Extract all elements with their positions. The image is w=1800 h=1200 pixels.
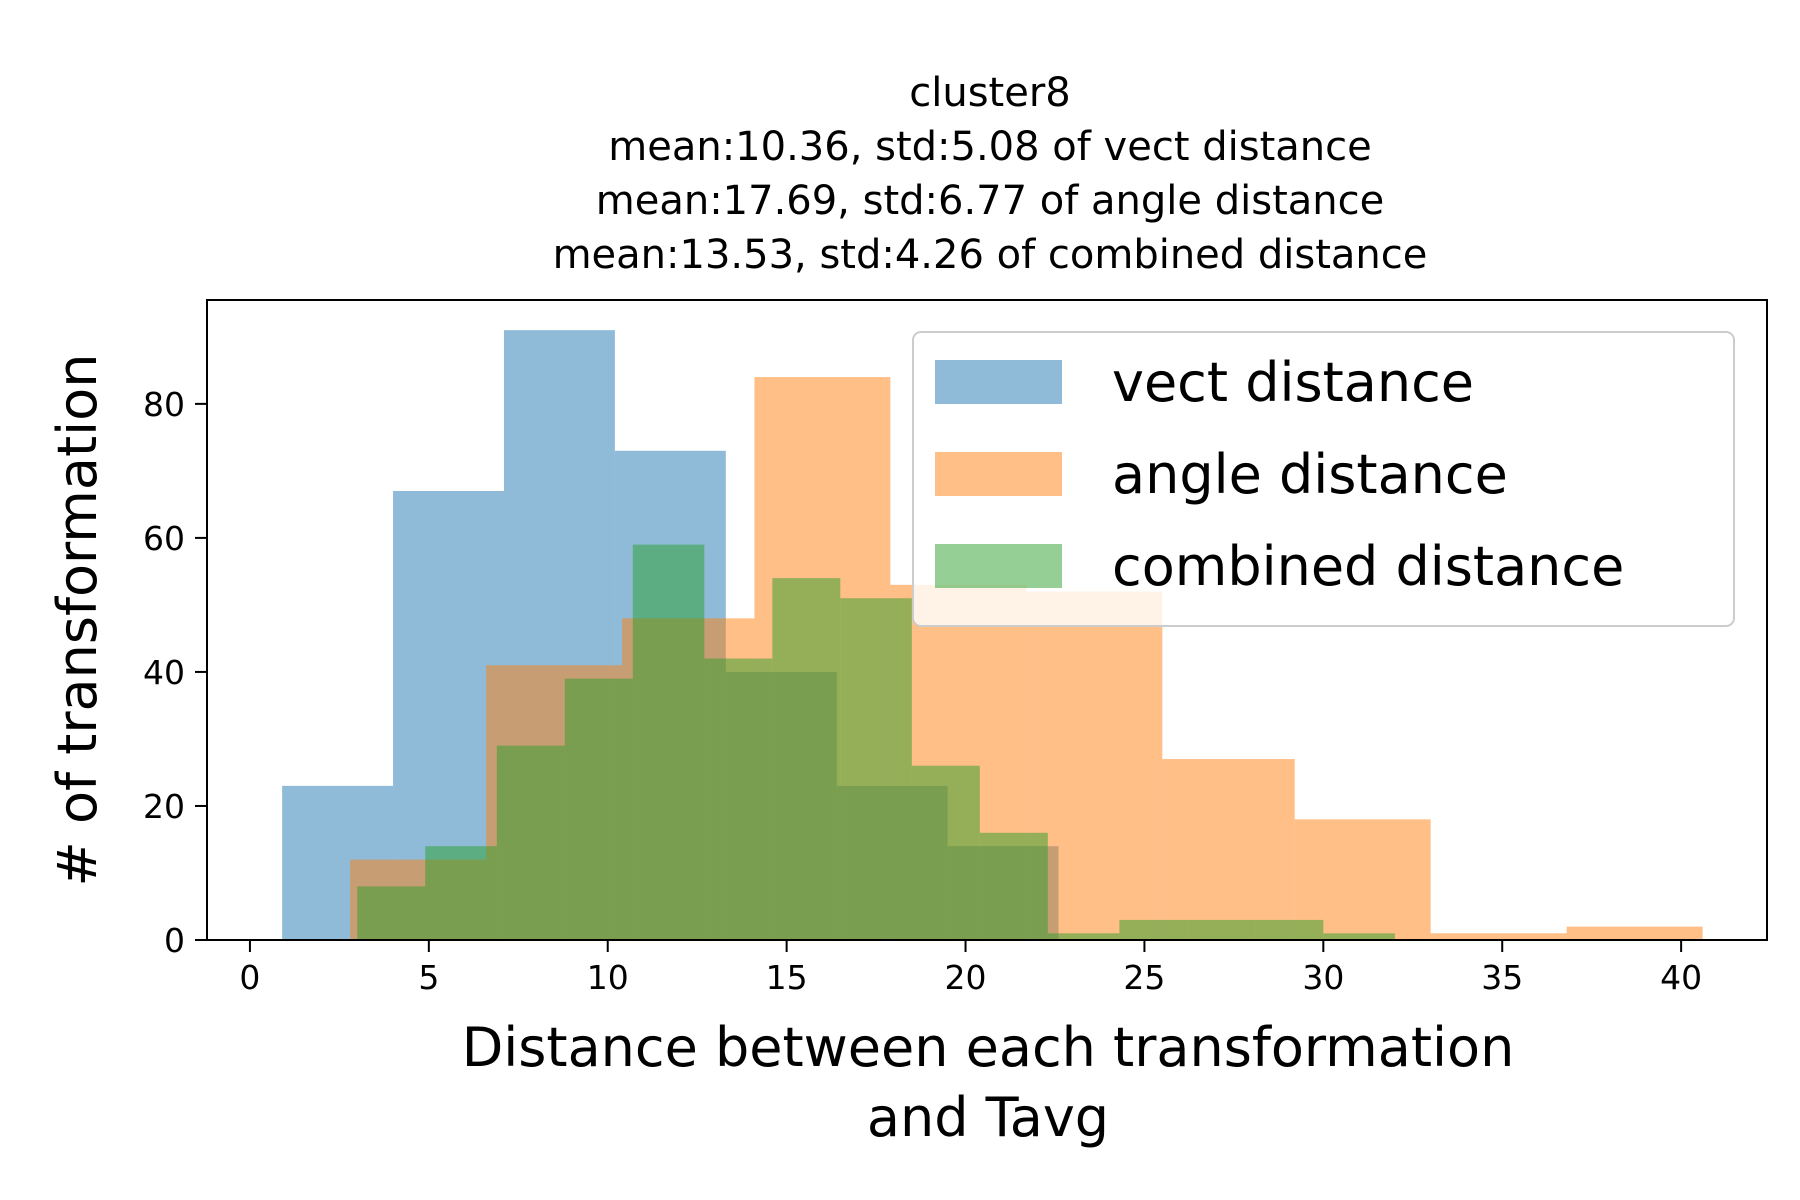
legend-swatch-vect-distance (935, 360, 1062, 404)
series-combined-distance (357, 544, 1395, 940)
legend-box (912, 331, 1735, 627)
y-axis-label: # of transformation (46, 354, 109, 887)
x-axis-label-line-2: and Tavg (867, 1086, 1109, 1149)
title-line-4: mean:13.53, std:4.26 of combined distanc… (553, 232, 1428, 278)
y-tick-label-40: 40 (143, 653, 185, 692)
x-axis-label-line-1: Distance between each transformation (462, 1016, 1515, 1079)
y-tick-label-80: 80 (143, 385, 185, 424)
x-tick-label-30: 30 (1302, 958, 1344, 997)
x-tick-label-5: 5 (418, 958, 439, 997)
bar-combined-distance-bin-3 (564, 678, 633, 940)
legend-swatch-combined-distance (935, 544, 1062, 588)
title-line-1: cluster8 (909, 70, 1070, 116)
bar-combined-distance-bin-4 (632, 544, 705, 940)
bar-combined-distance-bin-5 (704, 658, 773, 940)
x-tick-label-20: 20 (945, 958, 987, 997)
bar-combined-distance-bin-14 (1323, 933, 1395, 940)
y-tick-label-20: 20 (143, 787, 185, 826)
bar-combined-distance-bin-1 (425, 846, 497, 940)
x-tick-label-0: 0 (239, 958, 260, 997)
chart-title: cluster8 mean:10.36, std:5.08 of vect di… (553, 70, 1428, 278)
legend-label-combined-distance: combined distance (1112, 535, 1624, 598)
title-line-2: mean:10.36, std:5.08 of vect distance (608, 124, 1371, 170)
x-tick-label-35: 35 (1481, 958, 1523, 997)
bar-combined-distance-bin-13 (1255, 919, 1324, 940)
legend-label-angle-distance: angle distance (1112, 443, 1508, 506)
x-tick-label-25: 25 (1123, 958, 1165, 997)
title-line-3: mean:17.69, std:6.77 of angle distance (596, 178, 1384, 224)
bar-combined-distance-bin-10 (1047, 933, 1120, 940)
legend-swatch-angle-distance (935, 452, 1062, 496)
bar-combined-distance-bin-0 (357, 886, 426, 940)
y-tick-label-0: 0 (164, 921, 185, 960)
y-tick-label-60: 60 (143, 519, 185, 558)
bar-combined-distance-bin-9 (979, 832, 1048, 940)
axis-ticks: 0 5 10 15 20 25 30 35 40 0 20 40 60 80 (143, 385, 1702, 997)
bar-angle-distance-bin-5 (1026, 591, 1163, 940)
plot-frame (206, 299, 1768, 941)
legend: vect distance angle distance combined di… (912, 331, 1735, 627)
x-tick-label-15: 15 (766, 958, 808, 997)
bar-combined-distance-bin-12 (1187, 919, 1256, 940)
bar-combined-distance-bin-2 (496, 745, 565, 940)
bar-combined-distance-bin-7 (840, 598, 912, 940)
legend-label-vect-distance: vect distance (1112, 351, 1474, 414)
bar-combined-distance-bin-8 (911, 765, 980, 940)
bar-angle-distance-bin-6 (1162, 759, 1295, 940)
x-tick-label-40: 40 (1660, 958, 1702, 997)
bar-angle-distance-bin-8 (1430, 933, 1567, 940)
bar-angle-distance-bin-9 (1566, 926, 1703, 940)
bar-combined-distance-bin-6 (772, 578, 841, 940)
x-tick-label-10: 10 (587, 958, 629, 997)
bar-combined-distance-bin-11 (1119, 919, 1188, 940)
bars-layer (282, 330, 1703, 940)
bar-angle-distance-bin-7 (1294, 819, 1431, 940)
